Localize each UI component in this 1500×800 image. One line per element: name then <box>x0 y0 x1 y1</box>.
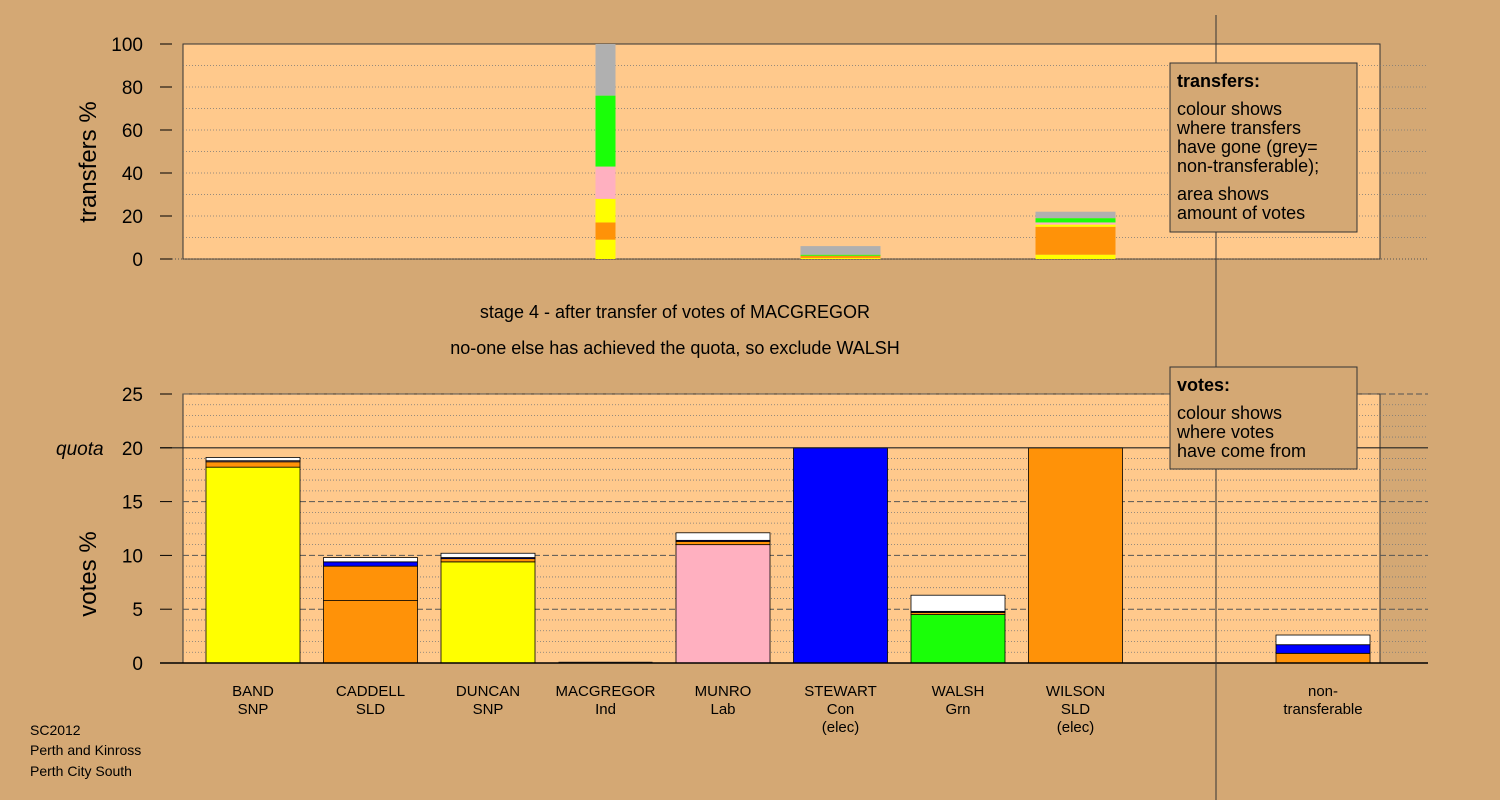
transfers-bar-segment <box>800 257 881 259</box>
transfers-bar-segment <box>1035 226 1116 255</box>
votes-bar-segment <box>323 557 418 563</box>
transfers-legend-line: colour shows <box>1177 99 1282 119</box>
candidate-label: CADDELL <box>336 683 405 700</box>
footer-line: Perth City South <box>30 763 132 779</box>
candidate-label: SNP <box>473 701 504 718</box>
candidate-label: Con <box>827 701 855 718</box>
footer-line: Perth and Kinross <box>30 742 141 758</box>
votes-bar-segment <box>323 565 418 601</box>
nontransferable-label: transferable <box>1283 701 1362 718</box>
votes-bar-segment <box>440 558 536 563</box>
votes-bar-segment <box>205 461 301 468</box>
transfers-bar-segment <box>595 198 616 223</box>
transfers-y-axis: 0 20 40 60 80 100 <box>111 35 172 271</box>
votes-bar-segment <box>675 532 771 541</box>
votes-legend-line: colour shows <box>1177 403 1282 423</box>
votes-bar-segment <box>910 614 1006 664</box>
candidate-label: SLD <box>1061 701 1090 718</box>
votes-bar-segment <box>323 600 418 664</box>
transfers-legend-line: have gone (grey= <box>1177 137 1318 157</box>
votes-tick-label: 5 <box>132 600 143 621</box>
votes-bar-segment <box>793 447 888 664</box>
transfers-bars <box>595 44 1116 259</box>
transfers-tick-label: 100 <box>111 35 143 56</box>
transfers-tick-label: 40 <box>122 164 143 185</box>
chart-title-line1: stage 4 - after transfer of votes of MAC… <box>480 302 870 322</box>
votes-bar-segment <box>205 457 301 462</box>
nontransferable-bar-segment <box>1275 652 1371 664</box>
transfers-bar-segment <box>595 239 616 259</box>
candidate-label: DUNCAN <box>456 683 520 700</box>
transfers-bar-segment <box>1035 254 1116 259</box>
candidate-label: WILSON <box>1046 683 1105 700</box>
candidate-label: (elec) <box>1057 719 1095 736</box>
candidate-label: BAND <box>232 683 274 700</box>
votes-bar-segment <box>440 561 536 664</box>
candidate-label: WALSH <box>932 683 985 700</box>
transfers-bar-segment <box>1035 218 1116 223</box>
votes-bar-segment <box>675 541 771 546</box>
transfers-legend: transfers: colour shows where transfers … <box>1169 62 1358 233</box>
votes-bar-segment <box>323 561 418 567</box>
transfers-tick-label: 80 <box>122 78 143 99</box>
candidate-label: SNP <box>238 701 269 718</box>
chart-title-line2: no-one else has achieved the quota, so e… <box>450 338 900 358</box>
candidate-label: Lab <box>710 701 735 718</box>
transfers-bar-segment <box>800 254 881 256</box>
votes-y-axis: 0 5 10 15 20 25 quota <box>56 385 172 675</box>
votes-bar-segment <box>910 594 1006 612</box>
transfers-y-label: transfers % <box>75 101 102 222</box>
transfers-tick-label: 60 <box>122 121 143 142</box>
transfers-bar-segment <box>1035 222 1116 225</box>
transfers-bar-segment <box>1035 224 1116 227</box>
candidate-label: Grn <box>945 701 970 718</box>
transfers-bar-segment <box>595 95 616 167</box>
transfers-bar-segment <box>800 246 881 255</box>
candidate-label: STEWART <box>804 683 877 700</box>
quota-label: quota <box>56 439 104 460</box>
transfers-legend-line: where transfers <box>1176 118 1301 138</box>
votes-y-label: votes % <box>75 531 102 616</box>
votes-legend-heading: votes: <box>1177 375 1230 395</box>
transfers-legend-line: amount of votes <box>1177 203 1305 223</box>
nontransferable-bar-segment <box>1275 644 1371 654</box>
candidate-label: SLD <box>356 701 385 718</box>
candidate-label: MUNRO <box>695 683 752 700</box>
candidate-label: MACGREGOR <box>555 683 655 700</box>
votes-legend-line: have come from <box>1177 441 1306 461</box>
votes-tick-label: 0 <box>132 654 143 675</box>
votes-bars <box>160 447 1428 664</box>
votes-bar-segment <box>205 466 301 664</box>
candidate-label: Ind <box>595 701 616 718</box>
transfers-tick-label: 0 <box>132 250 143 271</box>
votes-tick-label: 10 <box>122 546 143 567</box>
transfers-tick-label: 20 <box>122 207 143 228</box>
transfers-legend-line: area shows <box>1177 184 1269 204</box>
votes-tick-label: 15 <box>122 493 143 514</box>
votes-legend-line: where votes <box>1176 422 1274 442</box>
nontransferable-bar-segment <box>1275 634 1371 646</box>
footer: SC2012 Perth and Kinross Perth City Sout… <box>30 722 141 779</box>
votes-bar-segment <box>1028 447 1123 664</box>
transfers-legend-line: non-transferable); <box>1177 156 1319 176</box>
votes-tick-label: 20 <box>122 439 143 460</box>
candidate-labels: BANDSNPCADDELLSLDDUNCANSNPMACGREGORIndMU… <box>232 683 1362 736</box>
votes-bar-segment <box>440 552 536 558</box>
votes-bar-segment <box>675 544 771 664</box>
votes-legend: votes: colour shows where votes have com… <box>1169 366 1358 470</box>
transfers-bar-segment <box>800 255 881 258</box>
transfers-bar-segment <box>1035 211 1116 219</box>
transfers-bar-segment <box>595 44 616 96</box>
nontransferable-label: non- <box>1308 683 1338 700</box>
votes-tick-label: 25 <box>122 385 143 406</box>
transfers-bar-segment <box>595 166 616 199</box>
candidate-label: (elec) <box>822 719 860 736</box>
transfers-bar-segment <box>595 222 616 240</box>
footer-line: SC2012 <box>30 722 81 738</box>
transfers-legend-heading: transfers: <box>1177 71 1260 91</box>
